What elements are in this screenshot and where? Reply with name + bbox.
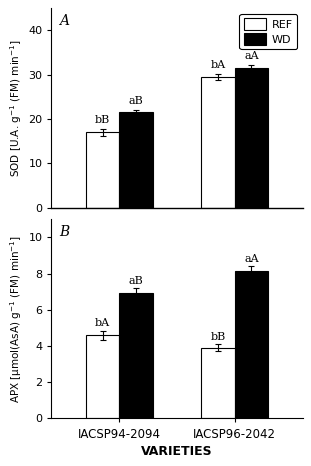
Bar: [86, 335, 119, 418]
Text: bB: bB: [210, 332, 225, 342]
Text: bB: bB: [95, 115, 110, 125]
Bar: [119, 294, 153, 418]
Text: aA: aA: [244, 51, 259, 62]
Text: bA: bA: [95, 318, 110, 329]
Text: aB: aB: [129, 96, 144, 106]
Bar: [201, 348, 234, 418]
Legend: REF, WD: REF, WD: [239, 14, 297, 49]
Text: aA: aA: [244, 254, 259, 264]
X-axis label: VARIETIES: VARIETIES: [141, 445, 213, 458]
Y-axis label: APX [μmol(AsA) g$^{-1}$ (FM) min$^{-1}$]: APX [μmol(AsA) g$^{-1}$ (FM) min$^{-1}$]: [8, 235, 24, 403]
Bar: [234, 271, 268, 418]
Bar: [201, 77, 234, 208]
Bar: [234, 68, 268, 208]
Text: bA: bA: [210, 60, 225, 70]
Text: B: B: [59, 225, 69, 239]
Y-axis label: SOD [U.A. g$^{-1}$ (FM) min$^{-1}$]: SOD [U.A. g$^{-1}$ (FM) min$^{-1}$]: [8, 39, 24, 177]
Bar: [119, 112, 153, 208]
Text: aB: aB: [129, 276, 144, 286]
Text: A: A: [59, 14, 69, 28]
Bar: [86, 132, 119, 208]
